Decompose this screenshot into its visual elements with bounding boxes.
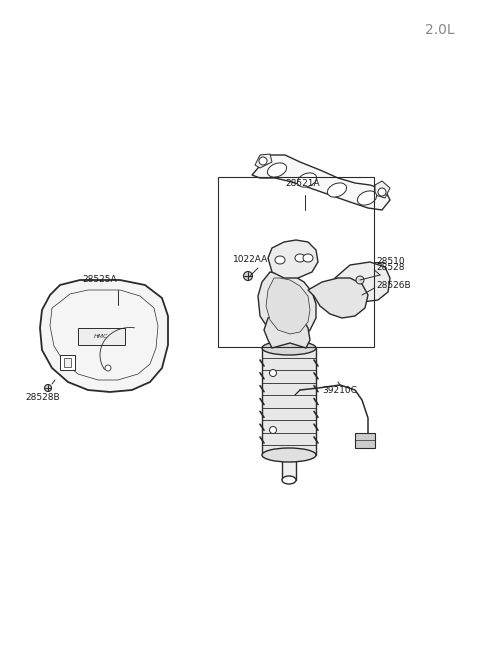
- Ellipse shape: [356, 276, 364, 284]
- Bar: [218, 177, 374, 347]
- Ellipse shape: [259, 157, 267, 165]
- Ellipse shape: [282, 476, 296, 484]
- Text: 28528B: 28528B: [25, 393, 60, 402]
- Polygon shape: [255, 154, 272, 168]
- Polygon shape: [264, 312, 310, 348]
- Text: 28525A: 28525A: [82, 275, 117, 284]
- Ellipse shape: [295, 254, 305, 262]
- Ellipse shape: [45, 384, 51, 392]
- Ellipse shape: [262, 341, 316, 355]
- Polygon shape: [40, 280, 168, 392]
- Polygon shape: [355, 433, 375, 448]
- Text: 28521A: 28521A: [285, 179, 320, 188]
- Text: 39210C: 39210C: [322, 386, 357, 395]
- Polygon shape: [335, 262, 390, 302]
- Ellipse shape: [303, 254, 313, 262]
- Polygon shape: [64, 358, 71, 367]
- Polygon shape: [266, 278, 310, 334]
- Ellipse shape: [378, 188, 386, 196]
- Ellipse shape: [298, 173, 317, 187]
- Polygon shape: [60, 355, 75, 370]
- Polygon shape: [308, 278, 368, 318]
- Polygon shape: [268, 240, 318, 278]
- Ellipse shape: [269, 369, 276, 377]
- Ellipse shape: [269, 426, 276, 434]
- Polygon shape: [252, 155, 390, 210]
- Ellipse shape: [243, 272, 252, 280]
- Text: 1022AA: 1022AA: [233, 255, 268, 264]
- Polygon shape: [262, 348, 316, 455]
- Ellipse shape: [275, 256, 285, 264]
- Polygon shape: [78, 328, 125, 345]
- Ellipse shape: [262, 448, 316, 462]
- Ellipse shape: [105, 365, 111, 371]
- Text: HMC: HMC: [94, 334, 108, 339]
- Text: 28528: 28528: [376, 263, 405, 272]
- Polygon shape: [375, 181, 390, 198]
- Text: 2.0L: 2.0L: [425, 23, 455, 37]
- Text: 28510: 28510: [376, 257, 405, 267]
- Text: 28526B: 28526B: [376, 280, 411, 290]
- Ellipse shape: [358, 191, 377, 205]
- Polygon shape: [50, 290, 158, 380]
- Ellipse shape: [267, 163, 287, 177]
- Polygon shape: [258, 272, 316, 340]
- Polygon shape: [282, 455, 296, 480]
- Ellipse shape: [327, 183, 347, 197]
